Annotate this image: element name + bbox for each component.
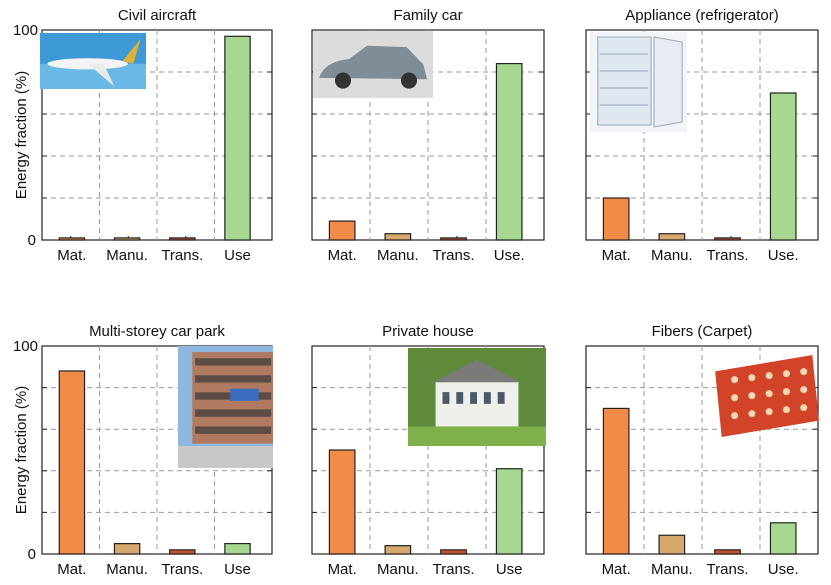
bar-mat [602,407,630,555]
x-tick-label: Mat. [328,247,357,264]
x-tick-label: Use [224,247,251,264]
bar-mat [328,449,356,555]
x-tick-label: Manu. [106,561,148,578]
bar-mat [328,220,356,241]
x-tick-label: Manu. [377,247,419,264]
x-tick-label: Trans. [707,561,749,578]
chart-panel: Family car Mat. Manu. Trans. Use. [311,7,545,264]
bar-manu [384,233,412,241]
refrigerator-photo [590,32,687,132]
bar-mat [58,370,86,555]
bar-trans [714,549,741,555]
bar-use [224,35,251,241]
x-tick-label: Trans. [433,561,475,578]
bar-trans [714,237,741,241]
x-tick-label: Manu. [106,247,148,264]
aircraft-photo [40,33,146,89]
x-tick-label: Use [224,561,251,578]
x-tick-label: Trans. [161,247,203,264]
x-tick-label: Use. [768,247,799,264]
chart-title: Multi-storey car park [89,323,225,340]
y-tick-label: 0 [28,232,36,249]
car-photo [313,31,433,98]
x-tick-label: Use. [494,247,525,264]
x-tick-label: Manu. [651,247,693,264]
x-tick-label: Manu. [377,561,419,578]
x-tick-label: Manu. [651,561,693,578]
bar-use [224,542,251,555]
chart-title: Family car [393,7,462,24]
y-axis-label: Energy fraction (%) [13,386,30,514]
bar-manu [113,237,141,241]
y-tick-label: 100 [13,338,38,355]
bar-trans [440,549,467,555]
chart-title: Appliance (refrigerator) [625,7,778,24]
bar-manu [658,534,686,555]
bar-manu [384,545,412,555]
x-tick-label: Mat. [57,561,86,578]
x-tick-label: Mat. [57,247,86,264]
bar-use [495,468,523,555]
x-tick-label: Use. [768,561,799,578]
x-tick-label: Mat. [602,247,631,264]
x-tick-label: Trans. [707,247,749,264]
y-tick-label: 100 [13,22,38,39]
bar-trans [440,237,467,241]
x-tick-label: Use [496,561,523,578]
y-axis-label: Energy fraction (%) [13,71,30,199]
chart-panel: Appliance (refrigerator) Mat. Manu. Trans. U… [585,7,819,264]
bar-use [769,522,797,555]
carpet-photo [715,355,819,437]
x-tick-label: Trans. [433,247,475,264]
chart-panel: Multi-storey car park Mat. Manu. Trans. Use 1… [13,323,273,578]
chart-panel: Civil aircraft Mat. Manu. Trans. Use 100 0 Ener… [13,7,273,264]
chart-title: Private house [382,323,474,340]
y-tick-label: 0 [28,546,36,563]
house-photo [408,348,546,446]
bar-manu [658,233,686,241]
bar-trans [169,237,196,241]
bar-mat [602,197,630,241]
bar-mat [58,237,86,241]
chart-title: Fibers (Carpet) [652,323,753,340]
car-park-photo [178,346,273,468]
bar-use [769,92,797,241]
chart-title: Civil aircraft [118,7,197,24]
x-tick-label: Mat. [602,561,631,578]
x-tick-label: Mat. [328,561,357,578]
bar-manu [113,542,141,555]
bar-use [495,62,523,241]
x-tick-label: Trans. [161,561,203,578]
chart-panel: Fibers (Carpet) Mat. Manu. Trans. Use. [585,323,819,578]
chart-panel: Private house Mat. Manu. Trans. Use [311,323,546,578]
bar-trans [169,549,196,555]
